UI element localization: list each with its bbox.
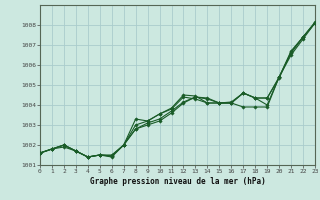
X-axis label: Graphe pression niveau de la mer (hPa): Graphe pression niveau de la mer (hPa) (90, 177, 265, 186)
